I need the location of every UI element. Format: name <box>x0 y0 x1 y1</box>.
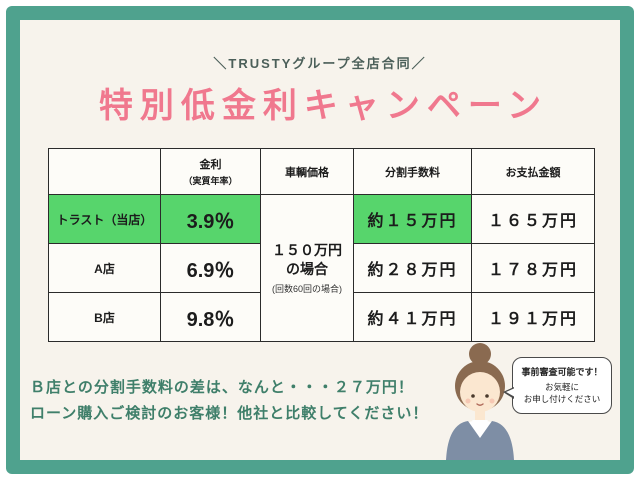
header-rate-main: 金利 <box>199 159 222 171</box>
staff-woman-illustration <box>428 342 532 460</box>
total-shop-a: １７８万円 <box>471 243 595 293</box>
header-vehicle-price: 車輌価格 <box>260 148 354 195</box>
header-rate-sub: （実質年率） <box>183 176 238 186</box>
row-label-trust: トラスト（当店） <box>48 194 161 244</box>
speech-bubble-line3: お申し付けください <box>523 394 601 405</box>
teal-frame: ＼TRUSTYグループ全店合同／ 特別低金利キャンペーン 金利 （実質年率） 車… <box>6 6 634 474</box>
rate-shop-a: 6.9％ <box>160 243 261 293</box>
campaign-title: 特別低金利キャンペーン <box>98 87 549 125</box>
footer-compare-text: ローン購入ご検討のお客様！他社と比較してください！ <box>30 405 429 422</box>
group-tagline: ＼TRUSTYグループ全店合同／ <box>213 56 427 71</box>
rate-shop-b: 9.8％ <box>160 292 261 342</box>
table-row-shop-b: B店 9.8％ 約４１万円 １９１万円 <box>48 292 595 342</box>
footer-difference-text: Ｂ店との分割手数料の差は、なんと・・・２７万円！ <box>30 379 414 396</box>
fee-shop-b: 約４１万円 <box>353 292 472 342</box>
speech-bubble-line1: 事前審査可能です！ <box>521 366 603 377</box>
speech-bubble: 事前審査可能です！ お気軽に お申し付けください <box>503 356 612 414</box>
row-label-shop-a: A店 <box>48 243 161 293</box>
header-total-payment: お支払金額 <box>471 148 595 195</box>
staff-woman-icon <box>446 343 514 460</box>
total-trust: １６５万円 <box>471 194 595 244</box>
price-case-note: (回数60回の場合) <box>271 284 342 295</box>
table-row-trust: トラスト（当店） 3.9％ １５０万円 の場合 (回数60回の場合) 約１５万円… <box>48 194 595 342</box>
vehicle-price-cell: １５０万円 の場合 (回数60回の場合) <box>260 194 354 342</box>
price-case-amount: １５０万円 <box>272 241 342 258</box>
row-label-shop-b: B店 <box>48 292 161 342</box>
header-corner <box>48 148 161 195</box>
header-rate: 金利 （実質年率） <box>160 148 261 195</box>
fee-shop-a: 約２８万円 <box>353 243 472 293</box>
rate-trust: 3.9％ <box>160 194 261 244</box>
fee-trust: 約１５万円 <box>353 194 472 244</box>
total-shop-b: １９１万円 <box>471 292 595 342</box>
table-header-row: 金利 （実質年率） 車輌価格 分割手数料 お支払金額 <box>48 148 595 195</box>
table-row-shop-a: A店 6.9％ 約２８万円 １７８万円 <box>48 243 595 293</box>
price-case-suffix: の場合 <box>286 260 328 277</box>
rate-comparison-table: 金利 （実質年率） 車輌価格 分割手数料 お支払金額 トラスト（当店） 3.9％… <box>48 148 595 342</box>
poster-body: ＼TRUSTYグループ全店合同／ 特別低金利キャンペーン 金利 （実質年率） 車… <box>20 20 620 460</box>
header-installment-fee: 分割手数料 <box>353 148 472 195</box>
speech-bubble-line2: お気軽に <box>544 381 579 392</box>
